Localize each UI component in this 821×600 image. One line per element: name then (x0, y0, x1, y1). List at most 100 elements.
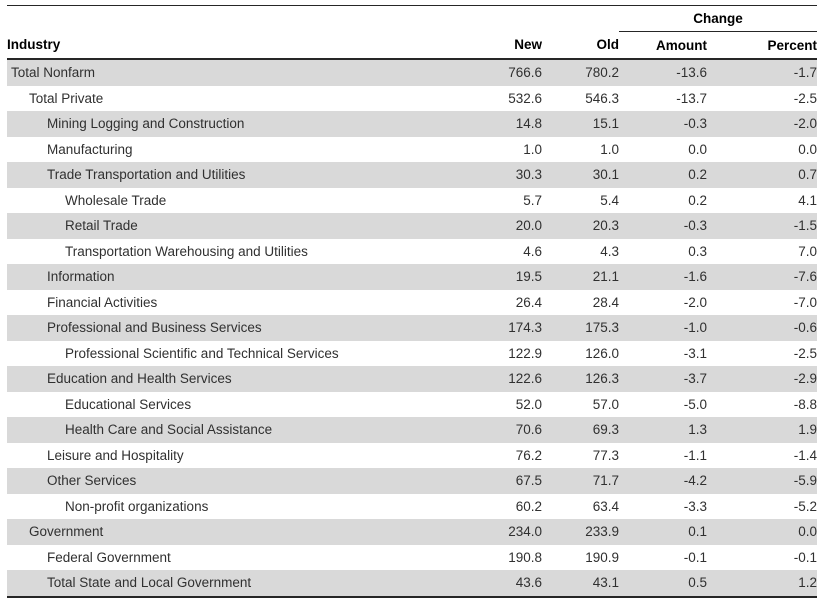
change-amount-cell: -3.3 (683, 498, 707, 514)
change-amount-cell: -2.0 (683, 294, 707, 310)
industry-cell: Financial Activities (47, 294, 158, 310)
new-value-cell: 122.9 (508, 345, 542, 361)
change-amount-cell: -0.3 (619, 111, 707, 137)
industry-cell: Health Care and Social Assistance (7, 417, 460, 443)
change-group-header-row: Change (7, 5, 818, 32)
industry-cell: Information (7, 264, 460, 290)
change-percent-cell: -5.9 (707, 468, 818, 494)
industry-cell: Mining Logging and Construction (7, 111, 460, 137)
new-value-cell: 1.0 (523, 141, 542, 157)
old-value-cell: 77.3 (592, 447, 619, 463)
old-value-cell: 57.0 (592, 396, 619, 412)
new-value-cell: 19.5 (460, 264, 542, 290)
change-percent-cell: -2.5 (793, 90, 818, 106)
new-value-cell: 52.0 (515, 396, 542, 412)
table-row: Total State and Local Government 43.6 43… (7, 570, 818, 597)
change-amount-cell: -13.7 (676, 90, 707, 106)
old-value-cell: 63.4 (592, 498, 619, 514)
change-percent-cell: -1.5 (707, 213, 818, 239)
table-row: Wholesale Trade 5.7 5.4 0.2 4.1 (7, 188, 817, 214)
column-header-industry: Industry (7, 31, 460, 60)
table-row: Manufacturing 1.0 1.0 0.0 0.0 (7, 137, 817, 163)
new-value-cell: 43.6 (460, 570, 542, 597)
new-value-cell: 5.7 (523, 192, 542, 208)
column-header-row: Industry New Old Amount Percent (7, 31, 818, 60)
change-amount-cell: -4.2 (619, 468, 707, 494)
change-percent-cell: 4.1 (798, 192, 818, 208)
change-amount-cell: 0.0 (688, 141, 707, 157)
old-value-cell: 15.1 (542, 111, 619, 137)
old-value-cell: 233.9 (542, 519, 619, 545)
table-row: Non-profit organizations 60.2 63.4 -3.3 … (7, 494, 817, 520)
column-header-old: Old (542, 31, 619, 60)
industry-cell: Professional and Business Services (7, 315, 460, 341)
industry-employment-table: Change Industry New Old Amount Percent T… (7, 5, 818, 598)
new-value-cell: 766.6 (460, 59, 542, 86)
table-row: Transportation Warehousing and Utilities… (7, 239, 817, 265)
industry-cell: Total Private (29, 90, 104, 106)
industry-cell: Retail Trade (7, 213, 460, 239)
table-row: Federal Government 190.8 190.9 -0.1 -0.1 (7, 545, 817, 571)
change-amount-cell: 0.2 (619, 162, 707, 188)
change-percent-cell: -2.0 (707, 111, 818, 137)
change-amount-cell: -1.6 (619, 264, 707, 290)
change-percent-cell: 1.9 (707, 417, 818, 443)
table-row: Total Private 532.6 546.3 -13.7 -2.5 (7, 86, 817, 112)
old-value-cell: 5.4 (600, 192, 619, 208)
new-value-cell: 70.6 (460, 417, 542, 443)
table-row: Government 234.0 233.9 0.1 0.0 (7, 519, 818, 545)
old-value-cell: 126.0 (585, 345, 619, 361)
change-percent-cell: 7.0 (798, 243, 818, 259)
industry-cell: Transportation Warehousing and Utilities (65, 243, 308, 259)
new-value-cell: 532.6 (508, 90, 542, 106)
industry-cell: Total Nonfarm (7, 59, 460, 86)
old-value-cell: 126.3 (542, 366, 619, 392)
industry-cell: Trade Transportation and Utilities (7, 162, 460, 188)
change-amount-cell: -1.1 (683, 447, 707, 463)
new-value-cell: 20.0 (460, 213, 542, 239)
column-header-new: New (460, 31, 542, 60)
old-value-cell: 546.3 (585, 90, 619, 106)
table-row: Trade Transportation and Utilities 30.3 … (7, 162, 818, 188)
change-amount-cell: -1.0 (619, 315, 707, 341)
table-row: Total Nonfarm 766.6 780.2 -13.6 -1.7 (7, 59, 818, 86)
change-amount-cell: 0.5 (619, 570, 707, 597)
change-percent-cell: 0.7 (707, 162, 818, 188)
table-row: Health Care and Social Assistance 70.6 6… (7, 417, 818, 443)
change-percent-cell: -5.2 (793, 498, 818, 514)
column-header-percent: Percent (707, 31, 818, 60)
table-row: Information 19.5 21.1 -1.6 -7.6 (7, 264, 818, 290)
new-value-cell: 14.8 (460, 111, 542, 137)
old-value-cell: 21.1 (542, 264, 619, 290)
table-body: Total Nonfarm 766.6 780.2 -13.6 -1.7 Tot… (7, 59, 818, 597)
table-row: Other Services 67.5 71.7 -4.2 -5.9 (7, 468, 818, 494)
industry-cell: Total State and Local Government (7, 570, 460, 597)
change-amount-cell: -13.6 (619, 59, 707, 86)
change-percent-cell: -7.6 (707, 264, 818, 290)
new-value-cell: 174.3 (460, 315, 542, 341)
change-percent-cell: -1.7 (707, 59, 818, 86)
industry-cell: Professional Scientific and Technical Se… (65, 345, 339, 361)
change-percent-cell: 0.0 (798, 141, 818, 157)
change-amount-cell: -0.1 (683, 549, 707, 565)
new-value-cell: 76.2 (515, 447, 542, 463)
old-value-cell: 175.3 (542, 315, 619, 341)
industry-cell: Non-profit organizations (65, 498, 209, 514)
old-value-cell: 780.2 (542, 59, 619, 86)
table-row: Educational Services 52.0 57.0 -5.0 -8.8 (7, 392, 817, 418)
table-row: Retail Trade 20.0 20.3 -0.3 -1.5 (7, 213, 818, 239)
industry-cell: Education and Health Services (7, 366, 460, 392)
old-value-cell: 4.3 (600, 243, 619, 259)
change-amount-cell: -0.3 (619, 213, 707, 239)
change-amount-cell: 0.1 (619, 519, 707, 545)
industry-cell: Federal Government (47, 549, 171, 565)
table-row: Education and Health Services 122.6 126.… (7, 366, 818, 392)
old-value-cell: 43.1 (542, 570, 619, 597)
industry-cell: Other Services (7, 468, 460, 494)
industry-cell: Government (7, 519, 460, 545)
old-value-cell: 30.1 (542, 162, 619, 188)
change-percent-cell: -2.5 (793, 345, 818, 361)
old-value-cell: 28.4 (592, 294, 619, 310)
new-value-cell: 26.4 (515, 294, 542, 310)
employment-table-sheet: Change Industry New Old Amount Percent T… (7, 5, 818, 598)
